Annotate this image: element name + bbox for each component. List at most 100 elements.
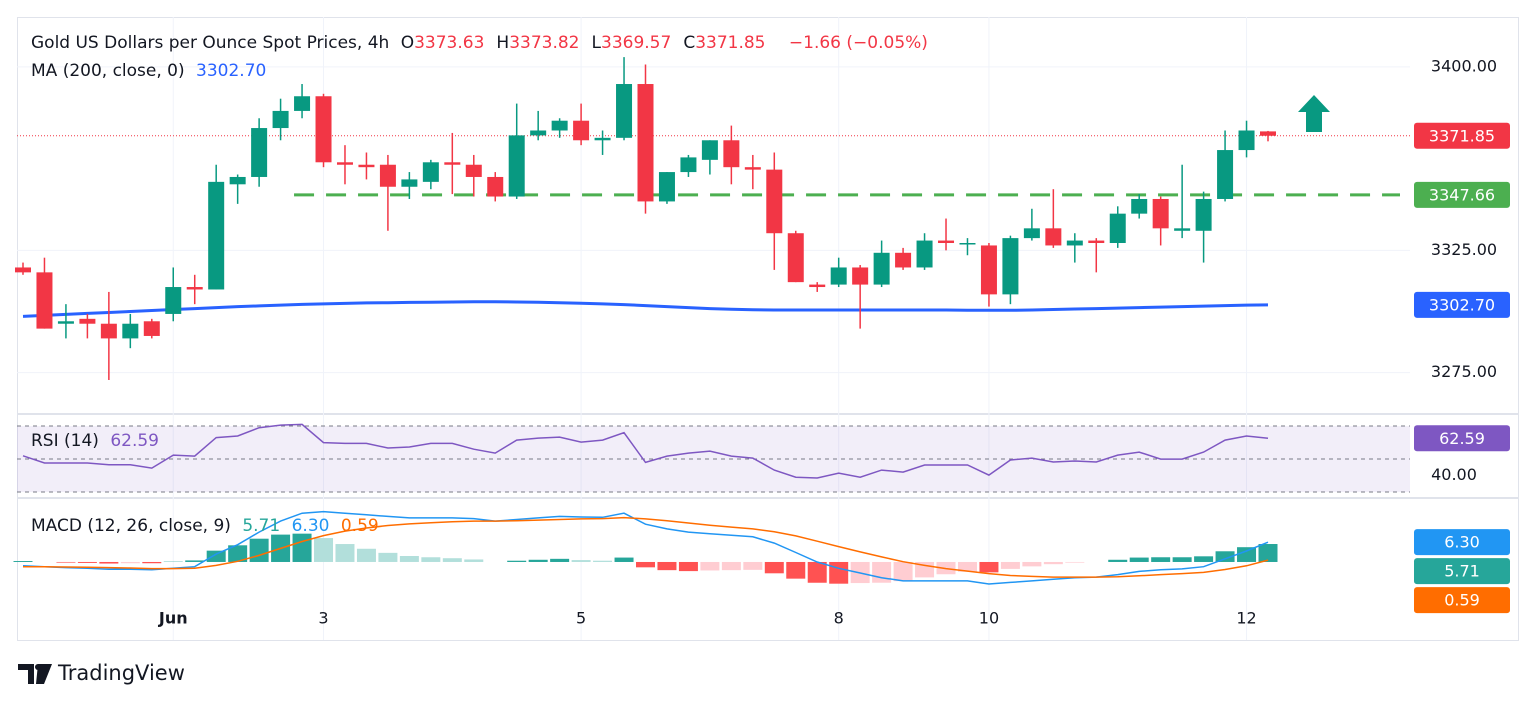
candle-body [637, 84, 654, 202]
ohlc-value: 3373.63 [414, 33, 485, 53]
macd-hist-bar [657, 561, 677, 571]
ma-legend: MA (200, close, 0) 3302.70 [31, 61, 272, 81]
candle-body [1023, 228, 1040, 239]
macd-hist-bar [550, 558, 570, 562]
candle-body [573, 120, 590, 141]
macd-hist-bar [1194, 556, 1214, 562]
candle-body [15, 267, 31, 273]
macd-hist-bar [464, 559, 484, 562]
candle-body [465, 164, 482, 177]
logo-icon [18, 664, 52, 684]
candle-body [1088, 240, 1105, 244]
signal-line [23, 516, 1269, 578]
hist-badge-bg [1414, 558, 1510, 585]
candle-body [79, 318, 96, 324]
candle-body [1002, 238, 1019, 295]
macd-hist-bar [142, 561, 162, 564]
candle-body [444, 162, 461, 165]
candle-body [551, 120, 568, 131]
candle-body [1195, 198, 1212, 231]
candle-body [616, 84, 633, 138]
candle-body [122, 323, 139, 339]
hist-badge: 5.71 [1444, 562, 1480, 581]
y-tick-label: 3275.00 [1431, 362, 1497, 381]
ma-name: MA (200, close, 0) [31, 61, 185, 81]
macd-hist-bar [292, 533, 312, 562]
macd-hist-bar [421, 557, 441, 562]
tradingview-logo: TradingView [18, 661, 185, 685]
price-badge: 3371.85 [1429, 126, 1495, 145]
candle-body [1217, 150, 1234, 199]
macd-hist-bar [636, 561, 655, 568]
macd-hist-bar [228, 545, 248, 562]
candle-body [1238, 130, 1255, 151]
macd-hist-bar [206, 550, 226, 562]
candle-body [1174, 228, 1191, 231]
candle-body [680, 157, 697, 173]
title: Gold US Dollars per Ounce Spot Prices, 4… [31, 33, 390, 53]
macd-hist-bar [571, 560, 591, 562]
macd-hist-bar [1108, 559, 1128, 562]
candle-body [980, 245, 997, 295]
macd-hist-bar [314, 538, 334, 562]
y-tick-label: 3325.00 [1431, 240, 1497, 259]
rsi-badge-bg [1414, 425, 1510, 452]
rsi-line [22, 423, 1269, 479]
macd-hist-bar [1129, 557, 1149, 562]
macd-hist-bar [1258, 544, 1278, 562]
macd-hist-bar [957, 561, 977, 572]
ohlc-value: 3369.57 [601, 33, 672, 53]
plot-layer: Jun 3 5 8 10 12 3400.00 3325.00 3275.00 3371.85 33… [13, 17, 1510, 640]
candle-body [401, 179, 418, 187]
candle-body [723, 140, 740, 168]
candle-body [229, 176, 246, 185]
macd-hist-bar [872, 561, 892, 583]
candle-body [272, 110, 289, 129]
ohlc-value: 3373.82 [509, 33, 580, 53]
ohlc: O3373.63 H3373.82 L3369.57 C3371.85 [401, 33, 778, 53]
macd-value: 6.30 [291, 516, 330, 536]
header-legend: Gold US Dollars per Ounce Spot Prices, 4… [31, 33, 934, 53]
candle-body [787, 233, 804, 283]
macd-hist-bar [507, 560, 527, 562]
macd-line [22, 510, 1269, 585]
ma-badge-bg [1414, 291, 1510, 318]
rsi-name: RSI (14) [31, 431, 99, 451]
ohlc-letter: O [400, 33, 415, 53]
rsi-value: 62.59 [110, 431, 159, 451]
candle-body [1152, 198, 1169, 229]
candle-body [508, 135, 525, 197]
macd-hist-bar [1000, 561, 1020, 569]
signal-badge: 0.59 [1444, 591, 1480, 610]
level-badge: 3347.66 [1429, 185, 1495, 204]
hist-value: 5.71 [242, 516, 281, 536]
macd-hist-bar [786, 561, 806, 579]
macd-hist-bar [1215, 551, 1235, 562]
change: −1.66 (−0.05%) [788, 33, 928, 53]
chart-frame [17, 17, 1519, 641]
macd-badge-bg [1414, 529, 1510, 556]
candle-body [57, 321, 74, 324]
rsi-tick-label: 40.00 [1431, 465, 1477, 484]
macd-hist-bar [807, 561, 827, 583]
macd-hist-bar [99, 561, 119, 564]
candle-body [916, 240, 933, 268]
candle-body [208, 181, 225, 290]
x-tick-label: 8 [834, 609, 844, 628]
candle-body [744, 167, 761, 170]
macd-hist-bar [335, 544, 355, 562]
rsi-legend: RSI (14) 62.59 [31, 431, 165, 451]
candle-body [294, 96, 311, 111]
candle-body [1131, 198, 1148, 214]
macd-hist-bar [442, 558, 462, 562]
candle-body [1066, 240, 1083, 246]
macd-hist-bar [979, 561, 999, 573]
macd-hist-bar [678, 561, 698, 572]
candle-body [959, 243, 976, 245]
macd-hist-bar [399, 556, 419, 562]
macd-hist-bar [764, 561, 784, 574]
macd-hist-bar [1022, 561, 1042, 567]
rsi-badge: 62.59 [1439, 429, 1485, 448]
macd-legend: MACD (12, 26, close, 9) 5.71 6.30 0.59 [31, 516, 385, 536]
